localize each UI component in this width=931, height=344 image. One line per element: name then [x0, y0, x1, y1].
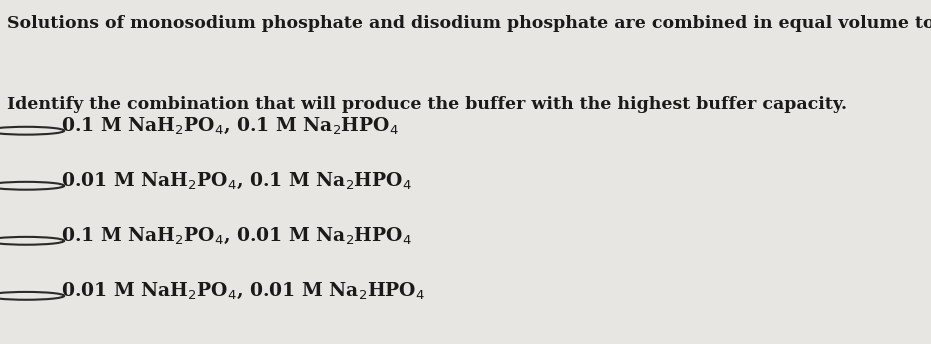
Text: Identify the combination that will produce the buffer with the highest buffer ca: Identify the combination that will produ…	[7, 96, 847, 113]
Text: 0.1 M NaH$_2$PO$_4$, 0.1 M Na$_2$HPO$_4$: 0.1 M NaH$_2$PO$_4$, 0.1 M Na$_2$HPO$_4$	[61, 115, 398, 136]
Text: 0.01 M NaH$_2$PO$_4$, 0.01 M Na$_2$HPO$_4$: 0.01 M NaH$_2$PO$_4$, 0.01 M Na$_2$HPO$_…	[61, 280, 425, 301]
Text: 0.01 M NaH$_2$PO$_4$, 0.1 M Na$_2$HPO$_4$: 0.01 M NaH$_2$PO$_4$, 0.1 M Na$_2$HPO$_4…	[61, 170, 412, 191]
Text: 0.1 M NaH$_2$PO$_4$, 0.01 M Na$_2$HPO$_4$: 0.1 M NaH$_2$PO$_4$, 0.01 M Na$_2$HPO$_4…	[61, 225, 412, 246]
Text: Solutions of monosodium phosphate and disodium phosphate are combined in equal v: Solutions of monosodium phosphate and di…	[7, 15, 931, 32]
